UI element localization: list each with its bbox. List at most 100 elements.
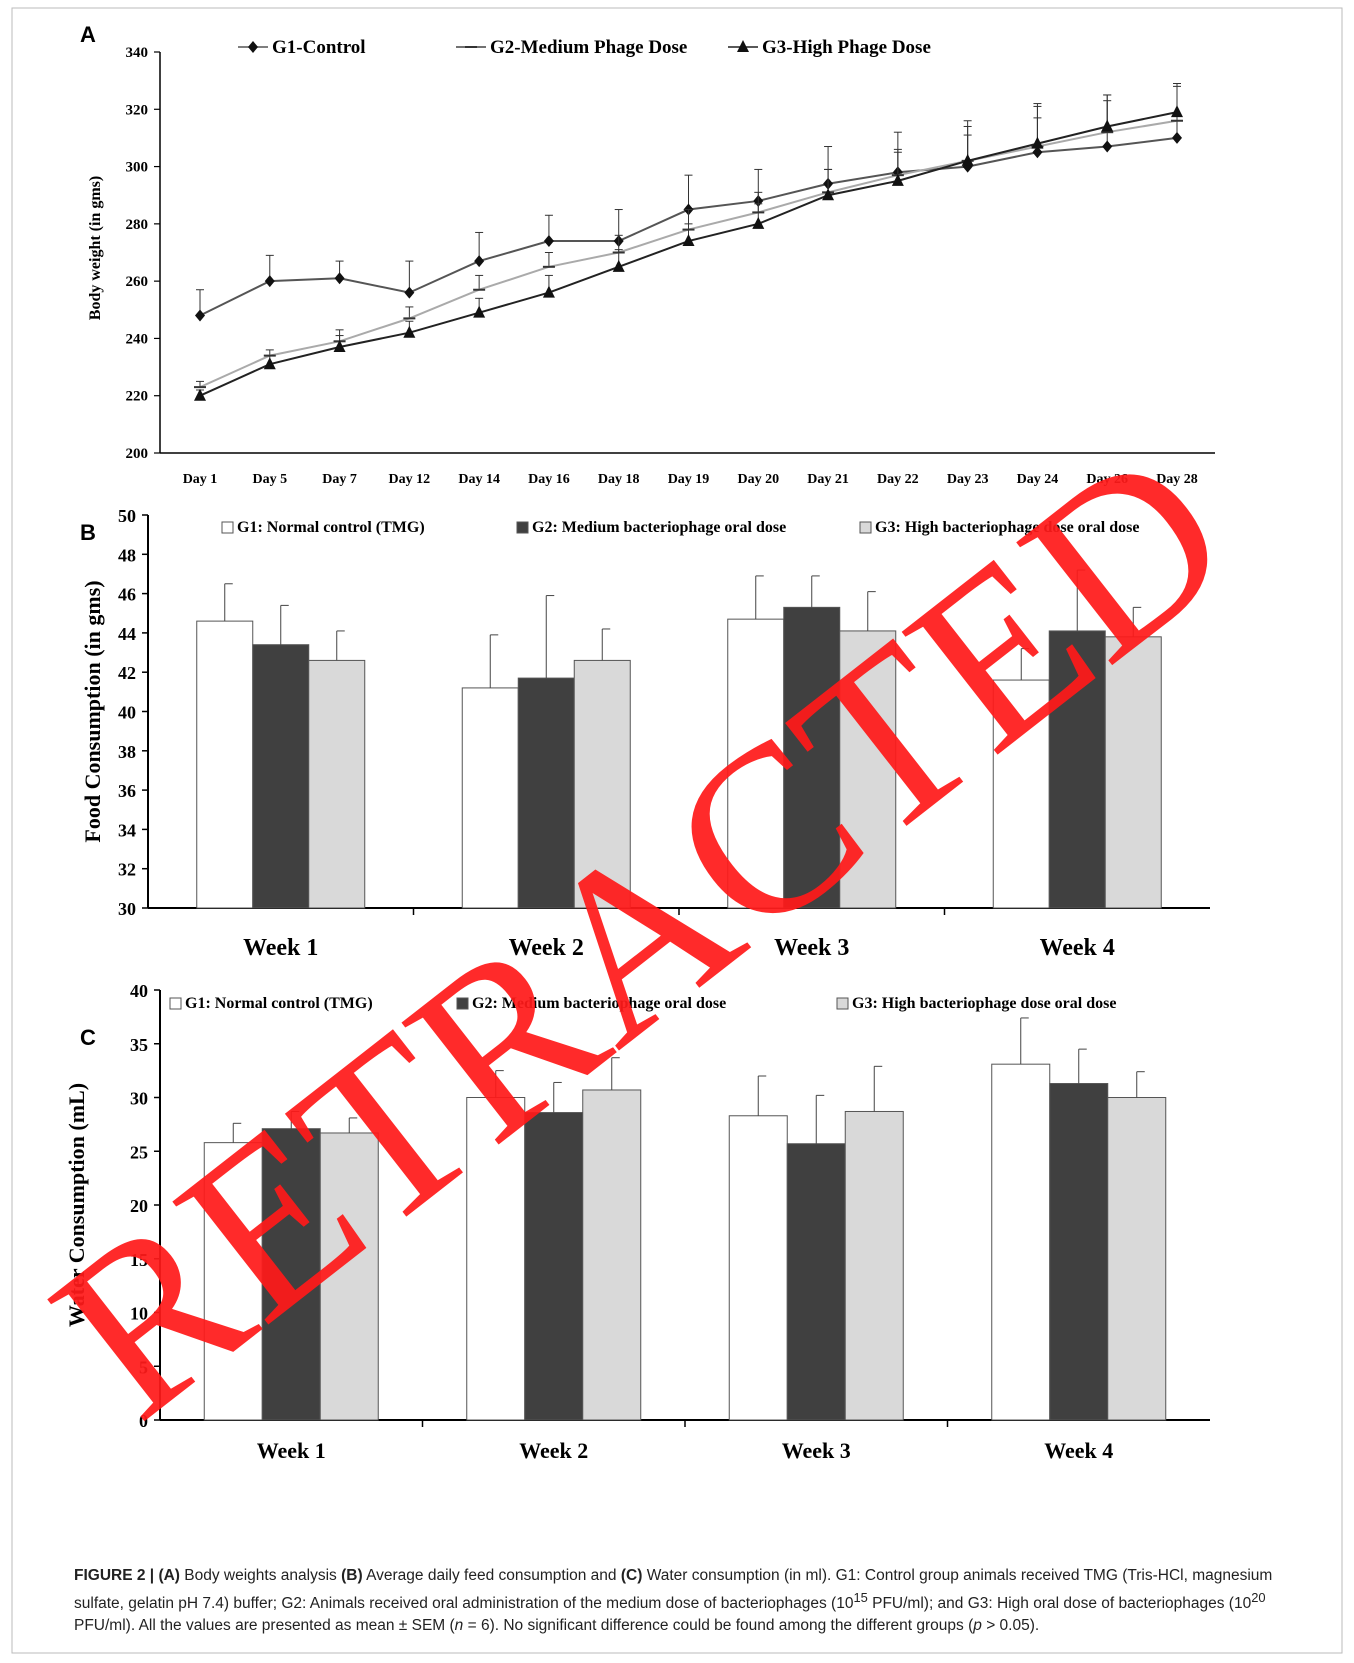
y-tick-label: 40 xyxy=(130,981,148,1001)
triangle-marker xyxy=(822,188,835,201)
x-tick-label: Day 23 xyxy=(947,472,989,487)
diamond-marker xyxy=(543,235,554,248)
bar xyxy=(319,1132,379,1421)
x-tick-label: Day 7 xyxy=(322,472,357,487)
y-tick-label: 220 xyxy=(126,389,149,405)
category-label: Week 4 xyxy=(1040,935,1115,961)
series-line xyxy=(199,119,1178,389)
legend-label: G1-Control xyxy=(272,37,366,58)
legend-swatch xyxy=(456,997,469,1010)
food-consumption-chart: 30 32 34 36 38 40 42 44 46 48 50 Food Consumption (… xyxy=(80,506,1210,961)
y-tick-label: 34 xyxy=(118,820,136,840)
triangle-marker xyxy=(1031,136,1044,149)
legend-label: G2: Medium bacteriophage oral dose xyxy=(472,995,726,1012)
y-tick-label: 40 xyxy=(118,703,136,723)
bar xyxy=(261,1128,321,1421)
bar xyxy=(1107,1097,1167,1421)
category-label: Week 1 xyxy=(243,935,318,961)
triangle-marker xyxy=(961,153,974,166)
x-tick-label: Day 22 xyxy=(877,472,919,487)
y-tick-label: 38 xyxy=(118,742,136,762)
y-tick-label: 320 xyxy=(126,102,149,118)
panel-label-b: B xyxy=(80,520,96,545)
bar xyxy=(196,620,254,909)
y-tick-label: 260 xyxy=(126,274,149,290)
panel-label-a: A xyxy=(80,22,96,47)
figure-caption: FIGURE 2 | (A) Body weights analysis (B)… xyxy=(74,1565,1314,1637)
caption-label: FIGURE 2 | xyxy=(74,1567,155,1584)
triangle-marker xyxy=(682,234,695,247)
triangle-marker xyxy=(752,216,765,229)
x-tick-label: Day 5 xyxy=(252,472,287,487)
diamond-marker xyxy=(248,41,258,53)
x-tick-label: Day 24 xyxy=(1017,472,1059,487)
category-label: Week 2 xyxy=(509,935,584,961)
y-tick-label: 20 xyxy=(130,1196,148,1216)
y-tick-label: 32 xyxy=(118,860,136,880)
diamond-marker xyxy=(195,309,205,322)
x-tick-label: Day 14 xyxy=(458,472,500,487)
diamond-marker xyxy=(1172,131,1182,144)
caption-text3: PFU/ml). All the values are presented as… xyxy=(74,1617,455,1635)
triangle-marker xyxy=(891,173,904,186)
y-tick-label: 44 xyxy=(118,624,136,644)
category-label: Week 3 xyxy=(782,1438,851,1463)
bar xyxy=(461,687,519,909)
bar xyxy=(573,659,631,909)
caption-c-text: Water consumption (in ml). G1: Control g… xyxy=(74,1567,1273,1613)
caption-a-tag: (A) xyxy=(158,1567,180,1584)
caption-n-var: n xyxy=(454,1617,464,1635)
x-tick-label: Day 20 xyxy=(737,472,779,487)
y-tick-label: 30 xyxy=(130,1089,148,1109)
legend-swatch xyxy=(859,521,872,534)
legend-swatch xyxy=(836,997,849,1010)
bar xyxy=(839,630,897,909)
y-tick-label: 50 xyxy=(118,506,136,526)
caption-p-var: p xyxy=(973,1617,982,1635)
triangle-marker xyxy=(1171,105,1183,118)
y-tick-label: 280 xyxy=(126,217,149,233)
category-label: Week 1 xyxy=(257,1438,326,1463)
panel-label-c: C xyxy=(80,1025,96,1050)
y-tick-label: 48 xyxy=(118,545,136,565)
x-tick-label: Day 1 xyxy=(183,472,218,487)
y-axis-label: Body weight (in gms) xyxy=(87,176,104,320)
bar xyxy=(524,1112,584,1421)
bar xyxy=(991,1063,1051,1421)
y-tick-label: 35 xyxy=(130,1035,148,1055)
x-tick-label: Day 19 xyxy=(668,472,710,487)
legend-label: G2: Medium bacteriophage oral dose xyxy=(532,519,786,536)
legend-label: G3: High bacteriophage dose oral dose xyxy=(875,519,1139,536)
bar xyxy=(992,679,1050,909)
series-2 xyxy=(194,83,1183,401)
bar xyxy=(308,659,366,909)
x-tick-label: Day 26 xyxy=(1086,472,1128,487)
x-tick-label: Day 16 xyxy=(528,472,570,487)
triangle-marker xyxy=(737,40,749,52)
legend-label: G2-Medium Phage Dose xyxy=(490,37,687,58)
y-tick-label: 30 xyxy=(118,899,136,919)
caption-text2: PFU/ml); and G3: High oral dose of bacte… xyxy=(867,1595,1252,1613)
category-label: Week 4 xyxy=(1044,1438,1113,1463)
body-weight-chart: 200 220 240 260 280 300 320 340 Day 1 Day 5 Day 7 D… xyxy=(87,37,1215,487)
caption-sup-20: 20 xyxy=(1251,1590,1266,1605)
diamond-marker xyxy=(1102,140,1113,153)
caption-b-tag: (B) xyxy=(341,1567,363,1584)
caption-c-tag: (C) xyxy=(620,1567,643,1584)
y-tick-label: 42 xyxy=(118,663,136,683)
legend-label: G1: Normal control (TMG) xyxy=(185,995,373,1012)
bar xyxy=(582,1089,642,1421)
triangle-marker xyxy=(473,305,486,318)
bar xyxy=(783,606,841,909)
y-tick-label: 240 xyxy=(126,331,149,347)
category-label: Week 2 xyxy=(519,1438,588,1463)
y-axis-label: Water Consumption (mL) xyxy=(64,1083,89,1327)
series-0 xyxy=(195,83,1182,322)
y-tick-label: 5 xyxy=(139,1357,148,1377)
diamond-marker xyxy=(404,286,415,299)
legend-swatch xyxy=(221,521,234,534)
bar xyxy=(252,644,310,909)
caption-a-text: Body weights analysis xyxy=(179,1567,342,1584)
diamond-marker xyxy=(474,255,485,268)
